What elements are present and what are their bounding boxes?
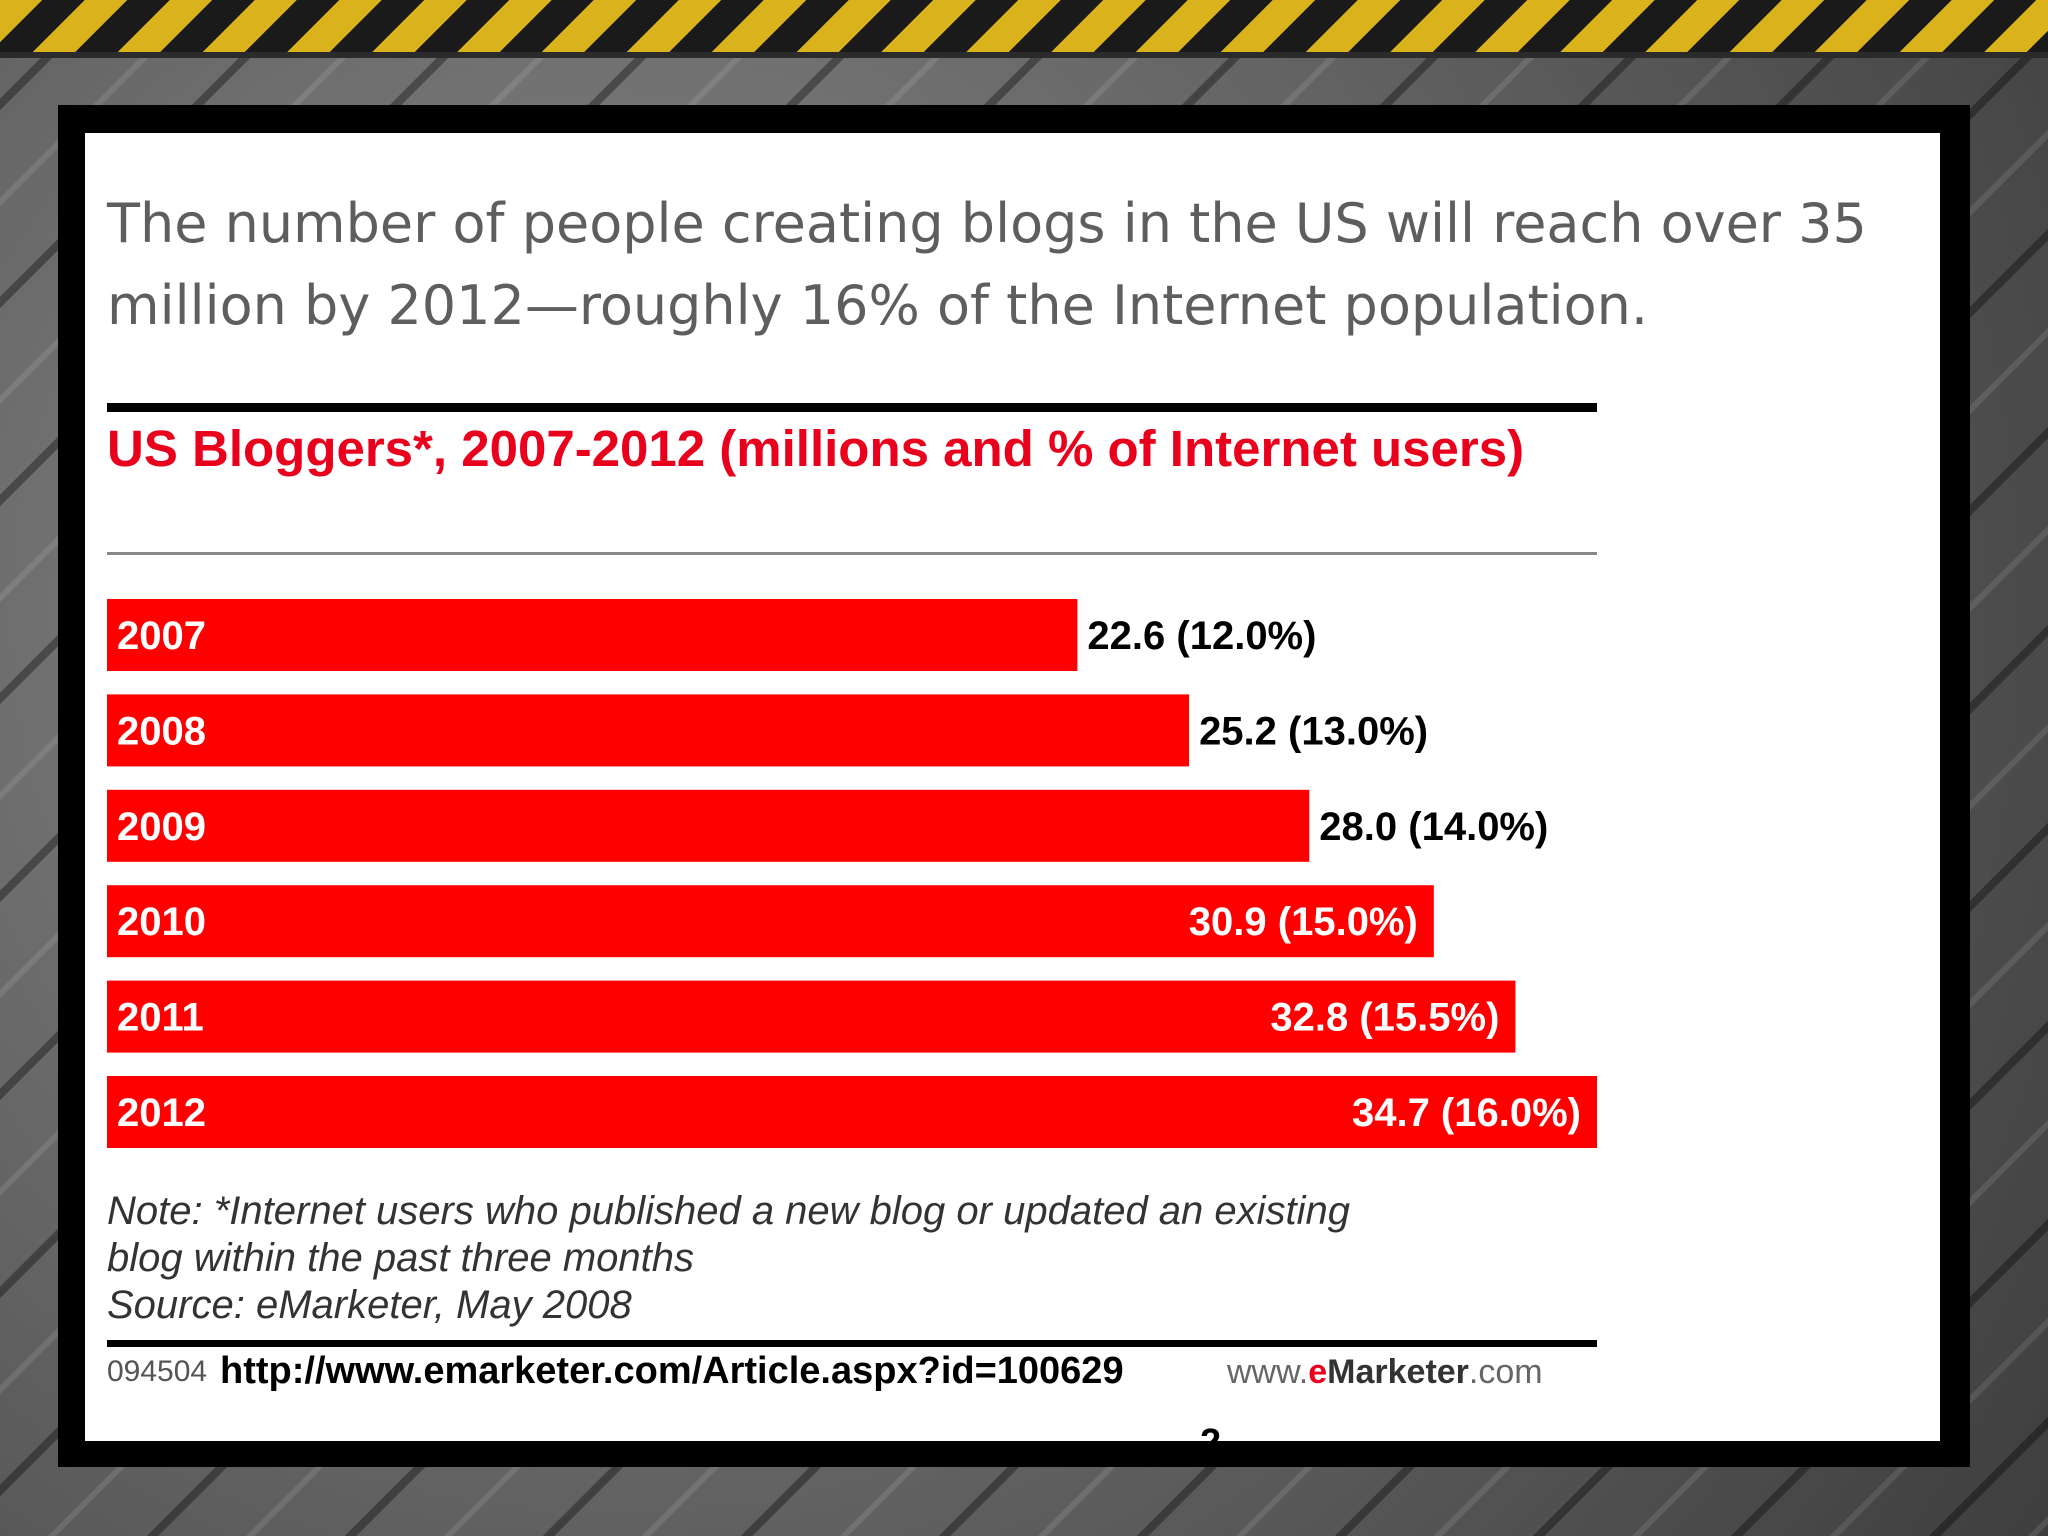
chart-top-rule [107,403,1597,412]
chart-bottom-rule [107,1340,1597,1347]
data-label-2008: 25.2 (13.0%) [1199,709,1428,753]
category-label-2008: 2008 [117,709,206,753]
brand-name: Marketer [1327,1353,1469,1391]
bar-2010 [107,885,1434,958]
data-label-2011: 32.8 (15.5%) [1270,996,1499,1040]
category-label-2012: 2012 [117,1091,206,1135]
brand-prefix: www. [1227,1353,1309,1391]
chart-note: Note: *Internet users who published a ne… [107,1188,1597,1329]
category-label-2010: 2010 [117,900,206,944]
category-label-2007: 2007 [117,614,206,658]
headline-line-2: million by 2012—roughly 16% of the Inter… [107,274,1649,337]
chart-id: 094504 [107,1355,208,1388]
slide-panel: The number of people creating blogs in t… [85,133,1940,1441]
chart-title: US Bloggers*, 2007-2012 (millions and % … [107,420,1525,477]
bar-2009 [107,789,1310,862]
note-line-1: Note: *Internet users who published a ne… [107,1189,1351,1233]
category-label-2011: 2011 [117,996,204,1040]
chart-title-rule [107,552,1597,555]
data-label-2010: 30.9 (15.0%) [1189,900,1418,944]
note-line-2: blog within the past three months [107,1236,695,1280]
emarketer-logo: www.eMarketer.com [1227,1353,1543,1392]
data-label-2009: 28.0 (14.0%) [1319,805,1548,849]
data-label-2012: 34.7 (16.0%) [1352,1091,1581,1135]
page-number: 2 [1200,1422,1222,1464]
category-label-2009: 2009 [117,805,206,849]
brand-e: e [1308,1353,1328,1391]
headline: The number of people creating blogs in t… [107,183,1927,347]
source-line: Source: eMarketer, May 2008 [107,1283,632,1327]
data-label-2007: 22.6 (12.0%) [1087,614,1316,658]
bar-2007 [107,599,1078,671]
bar-2008 [107,694,1190,767]
bar-chart: 2007 22.6 (12.0%) 2008 25.2 (13.0%) 2009 28.0… [107,599,1597,1148]
brand-suffix: .com [1468,1353,1543,1391]
bar-2012 [107,1076,1597,1148]
source-url-link[interactable]: http://www.emarketer.com/Article.aspx?id… [220,1350,1124,1392]
headline-line-1: The number of people creating blogs in t… [107,192,1867,255]
hazard-stripe-band [0,0,2048,58]
bar-2011 [107,980,1516,1053]
